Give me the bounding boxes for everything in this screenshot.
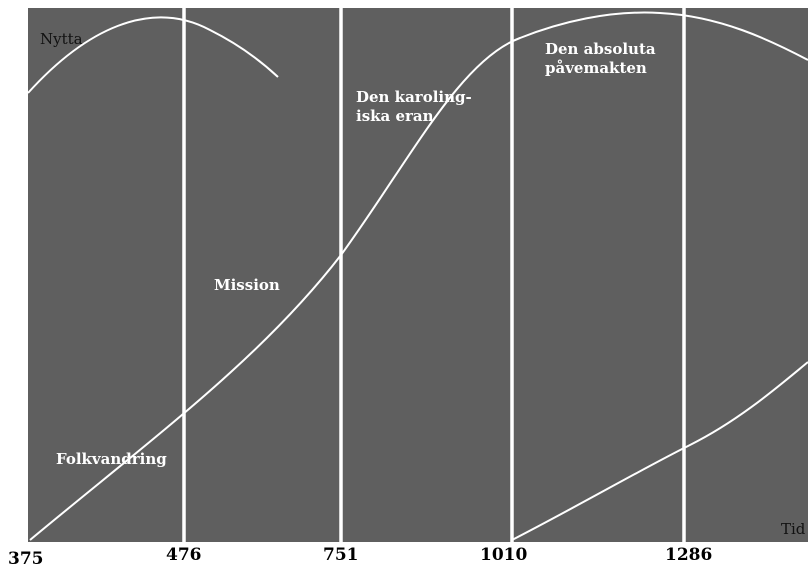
phase-label-karolingiska-line2: iska eran [356, 107, 434, 125]
tick-1286: 1286 [665, 545, 712, 565]
curve-late-rise [511, 361, 808, 541]
phase-label-folkvandring: Folkvandring [56, 450, 167, 468]
curve-main-rise [29, 11, 808, 541]
phase-label-pavemakten-line2: påvemakten [545, 59, 647, 77]
curve-early-peak [27, 16, 279, 94]
phase-label-pavemakten-line1: Den absoluta [545, 40, 656, 58]
background-panel [28, 8, 808, 542]
phase-label-karolingiska-line1: Den karoling- [356, 88, 472, 106]
phase-label-mission: Mission [214, 276, 280, 294]
tick-1010: 1010 [480, 545, 527, 565]
tick-751: 751 [323, 545, 359, 565]
y-axis-label: Nytta [40, 30, 83, 48]
tick-476: 476 [166, 545, 202, 565]
tick-375: 375 [8, 549, 44, 569]
x-axis-label: Tid [781, 520, 806, 538]
